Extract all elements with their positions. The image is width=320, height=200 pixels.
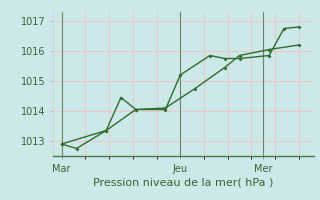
X-axis label: Pression niveau de la mer( hPa ): Pression niveau de la mer( hPa ) [93,178,273,188]
